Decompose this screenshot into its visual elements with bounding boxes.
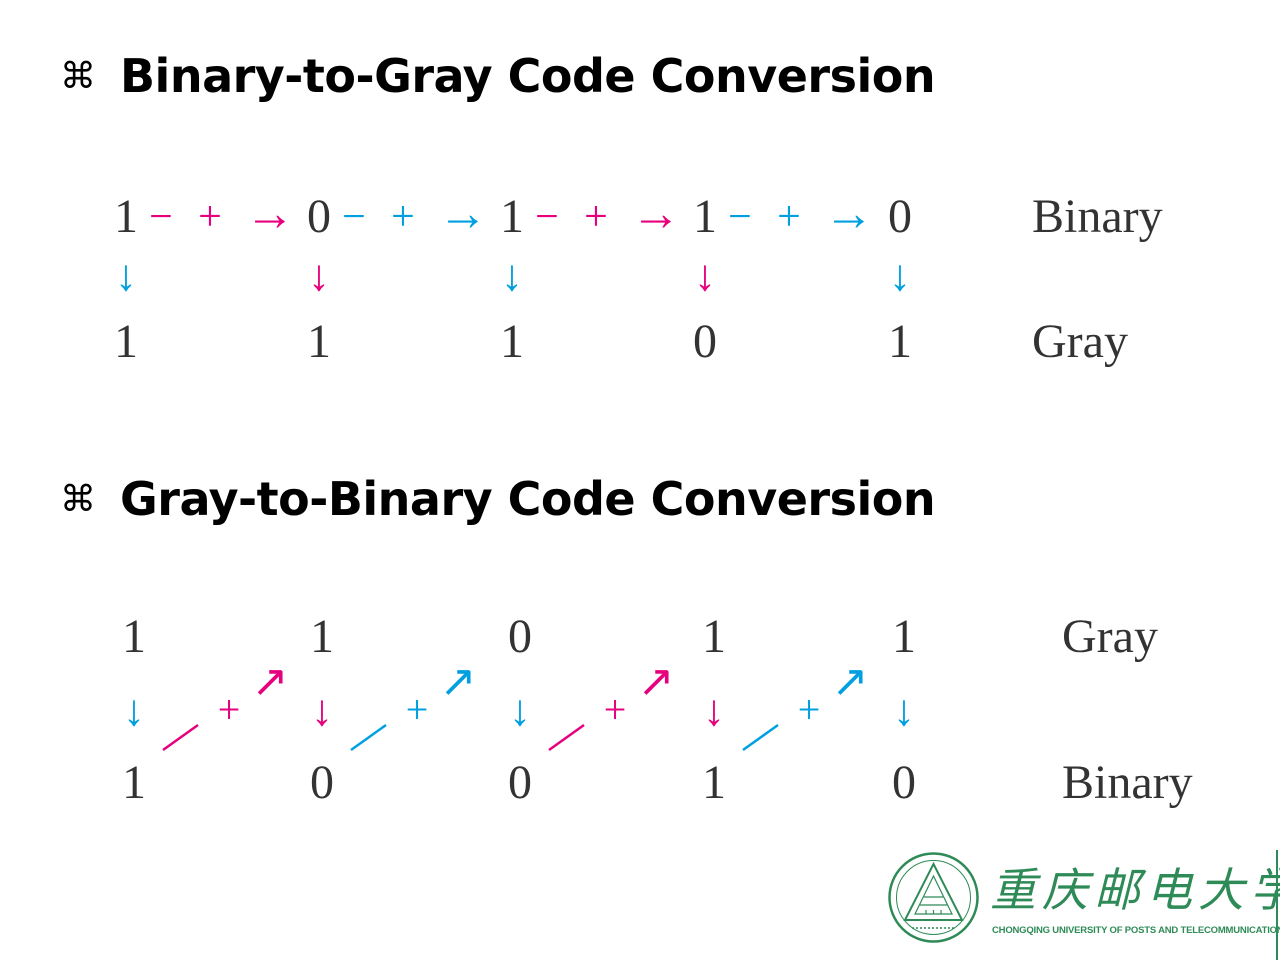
b2g-binary-digit: 0 xyxy=(307,190,331,243)
b2g-down-arrow: ↓ xyxy=(115,251,137,300)
g2b-gray-label: Gray xyxy=(1062,610,1158,663)
b2g-minus-symbol: − xyxy=(728,194,752,240)
g2b-down-arrow: ↓ xyxy=(311,686,333,735)
logo-divider xyxy=(1276,850,1278,960)
b2g-gray-label: Gray xyxy=(1032,315,1128,368)
university-logo: 重庆邮电大学 CHONGQING UNIVERSITY OF POSTS AND… xyxy=(886,850,1280,960)
g2b-diagonal-arrow: ↗ xyxy=(832,657,869,706)
b2g-minus-symbol: − xyxy=(342,194,366,240)
g2b-binary-digit: 1 xyxy=(702,756,726,809)
b2g-right-arrow: → xyxy=(245,185,295,241)
g2b-diagonal-stroke xyxy=(742,723,779,752)
b2g-right-arrow: → xyxy=(438,185,488,241)
g2b-down-arrow: ↓ xyxy=(123,686,145,735)
b2g-down-arrow: ↓ xyxy=(308,251,330,300)
b2g-binary-digit: 1 xyxy=(693,190,717,243)
b2g-plus-symbol: + xyxy=(198,194,222,240)
b2g-plus-symbol: + xyxy=(391,194,415,240)
g2b-gray-digit: 1 xyxy=(702,610,726,663)
b2g-minus-symbol: − xyxy=(535,194,559,240)
g2b-gray-digit: 1 xyxy=(310,610,334,663)
b2g-down-arrow: ↓ xyxy=(889,251,911,300)
g2b-down-arrow: ↓ xyxy=(509,686,531,735)
b2g-gray-digit: 0 xyxy=(693,315,717,368)
g2b-diagonal-arrow: ↗ xyxy=(638,657,675,706)
g2b-gray-digit: 0 xyxy=(508,610,532,663)
b2g-gray-digit: 1 xyxy=(888,315,912,368)
b2g-down-arrow: ↓ xyxy=(501,251,523,300)
g2b-down-arrow: ↓ xyxy=(703,686,725,735)
command-bullet-icon: ⌘ xyxy=(60,478,96,520)
b2g-right-arrow: → xyxy=(824,185,874,241)
b2g-binary-digit: 1 xyxy=(114,190,138,243)
b2g-minus-symbol: − xyxy=(149,194,173,240)
g2b-binary-digit: 0 xyxy=(310,756,334,809)
b2g-binary-digit: 0 xyxy=(888,190,912,243)
g2b-plus-symbol: + xyxy=(604,687,627,732)
g2b-plus-symbol: + xyxy=(218,687,241,732)
g2b-heading: ⌘ Gray-to-Binary Code Conversion xyxy=(60,469,936,529)
g2b-binary-digit: 0 xyxy=(892,756,916,809)
b2g-gray-digit: 1 xyxy=(114,315,138,368)
g2b-diagonal-arrow: ↗ xyxy=(252,657,289,706)
g2b-gray-digit: 1 xyxy=(892,610,916,663)
g2b-down-arrow: ↓ xyxy=(893,686,915,735)
g2b-binary-digit: 1 xyxy=(122,756,146,809)
g2b-binary-label: Binary xyxy=(1062,756,1193,809)
g2b-binary-digit: 0 xyxy=(508,756,532,809)
g2b-title: Gray-to-Binary Code Conversion xyxy=(120,472,936,526)
g2b-plus-symbol: + xyxy=(406,687,429,732)
b2g-heading: ⌘ Binary-to-Gray Code Conversion xyxy=(60,46,936,106)
b2g-binary-digit: 1 xyxy=(500,190,524,243)
university-english-name: CHONGQING UNIVERSITY OF POSTS AND TELECO… xyxy=(992,925,1280,936)
b2g-right-arrow: → xyxy=(631,185,681,241)
b2g-down-arrow: ↓ xyxy=(694,251,716,300)
g2b-diagonal-stroke xyxy=(548,723,585,752)
g2b-gray-digit: 1 xyxy=(122,610,146,663)
g2b-plus-symbol: + xyxy=(798,687,821,732)
g2b-diagonal-arrow: ↗ xyxy=(440,657,477,706)
b2g-binary-label: Binary xyxy=(1032,190,1163,243)
command-bullet-icon: ⌘ xyxy=(60,55,96,97)
b2g-gray-digit: 1 xyxy=(500,315,524,368)
b2g-plus-symbol: + xyxy=(777,194,801,240)
university-chinese-name: 重庆邮电大学 xyxy=(990,863,1280,917)
g2b-diagonal-stroke xyxy=(162,723,199,752)
b2g-title: Binary-to-Gray Code Conversion xyxy=(120,49,936,103)
university-seal-icon xyxy=(888,852,979,943)
g2b-diagonal-stroke xyxy=(350,723,387,752)
b2g-plus-symbol: + xyxy=(584,194,608,240)
b2g-gray-digit: 1 xyxy=(307,315,331,368)
